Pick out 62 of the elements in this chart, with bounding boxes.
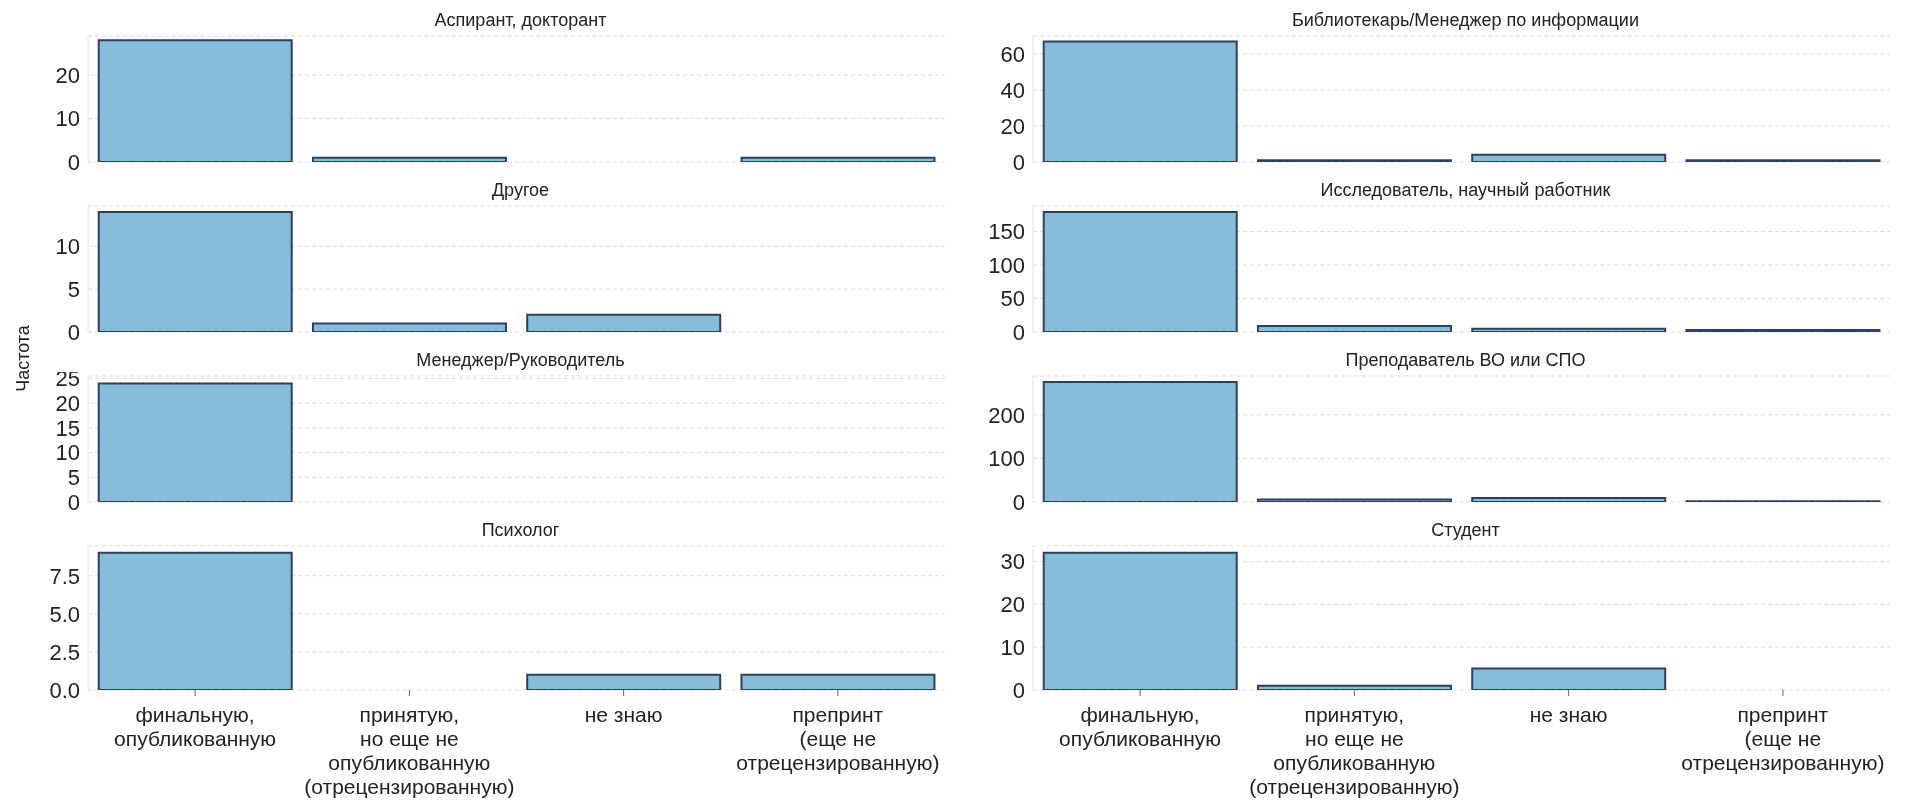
y-tick-label: 40 [1000,77,1025,103]
y-tick-label: 100 [988,446,1025,472]
chart-title: Психолог [480,520,561,541]
y-tick-label: 20 [55,390,80,416]
y-tick-label: 0 [67,319,80,345]
chart-title: Студент [1430,520,1501,541]
bar [1471,153,1667,162]
y-tick-label: 10 [1000,634,1025,660]
bar [1471,667,1667,690]
bar [97,211,293,332]
y-tick-label: 7.5 [49,563,80,589]
y-tick-label: 150 [988,219,1025,245]
bar [1471,497,1667,502]
y-tick-label: 60 [1000,41,1025,67]
chart-title: Исследователь, научный работник [1319,180,1612,201]
y-tick-label: 0 [1012,319,1025,345]
bar [1042,381,1238,502]
bar [1256,324,1452,332]
y-axis-title: Частота [12,324,34,394]
bar [1042,551,1238,690]
y-tick-label: 50 [1000,286,1025,312]
x-tick-label: принятую, но еще не опубликованную (отрецензированную) [1249,703,1460,798]
y-tick-label: 5 [67,465,80,491]
x-tick-label: финальную, опубликованную [114,703,277,750]
y-tick-label: 10 [55,440,80,466]
chart-title: Библиотекарь/Менеджер по информации [1291,10,1640,31]
y-tick-label: 0 [1012,677,1025,703]
x-tick-label: препринт (еще не отрецензированную) [1681,703,1885,774]
bar [1685,328,1881,332]
y-tick-label: 0 [67,149,80,175]
x-tick-label: финальную, опубликованную [1059,703,1222,750]
y-tick-label: 20 [1000,592,1025,618]
bar [311,322,507,332]
y-tick-label: 5 [67,276,80,302]
y-tick-label: 15 [55,415,80,441]
y-tick-label: 20 [1000,113,1025,139]
y-tick-label: 0 [1012,149,1025,175]
y-tick-label: 20 [55,62,80,88]
y-tick-label: 2.5 [49,639,80,665]
chart-title: Аспирант, докторант [433,10,608,31]
bar [1471,327,1667,332]
y-tick-label: 0.0 [49,677,80,703]
y-tick-label: 0 [1012,489,1025,515]
y-tick-label: 5.0 [49,601,80,627]
bar [526,313,722,332]
bar [1042,40,1238,162]
bar [1256,498,1452,502]
y-tick-label: 10 [55,106,80,132]
chart-title: Менеджер/Руководитель [415,350,626,371]
x-tick-label: принятую, но еще не опубликованную (отрецензированную) [304,703,515,798]
y-tick-label: 200 [988,402,1025,428]
y-tick-label: 10 [55,234,80,260]
x-tick-label: не знаю [584,703,663,726]
y-tick-label: 30 [1000,549,1025,575]
chart-title: Преподаватель ВО или СПО [1344,350,1587,371]
x-tick-label: препринт (еще не отрецензированную) [736,703,940,774]
y-tick-label: 100 [988,252,1025,278]
x-tick-label: не знаю [1529,703,1608,726]
bar [1256,684,1452,690]
chart-title: Другое [490,180,551,201]
bar [1042,211,1238,332]
y-tick-label: 0 [67,489,80,515]
